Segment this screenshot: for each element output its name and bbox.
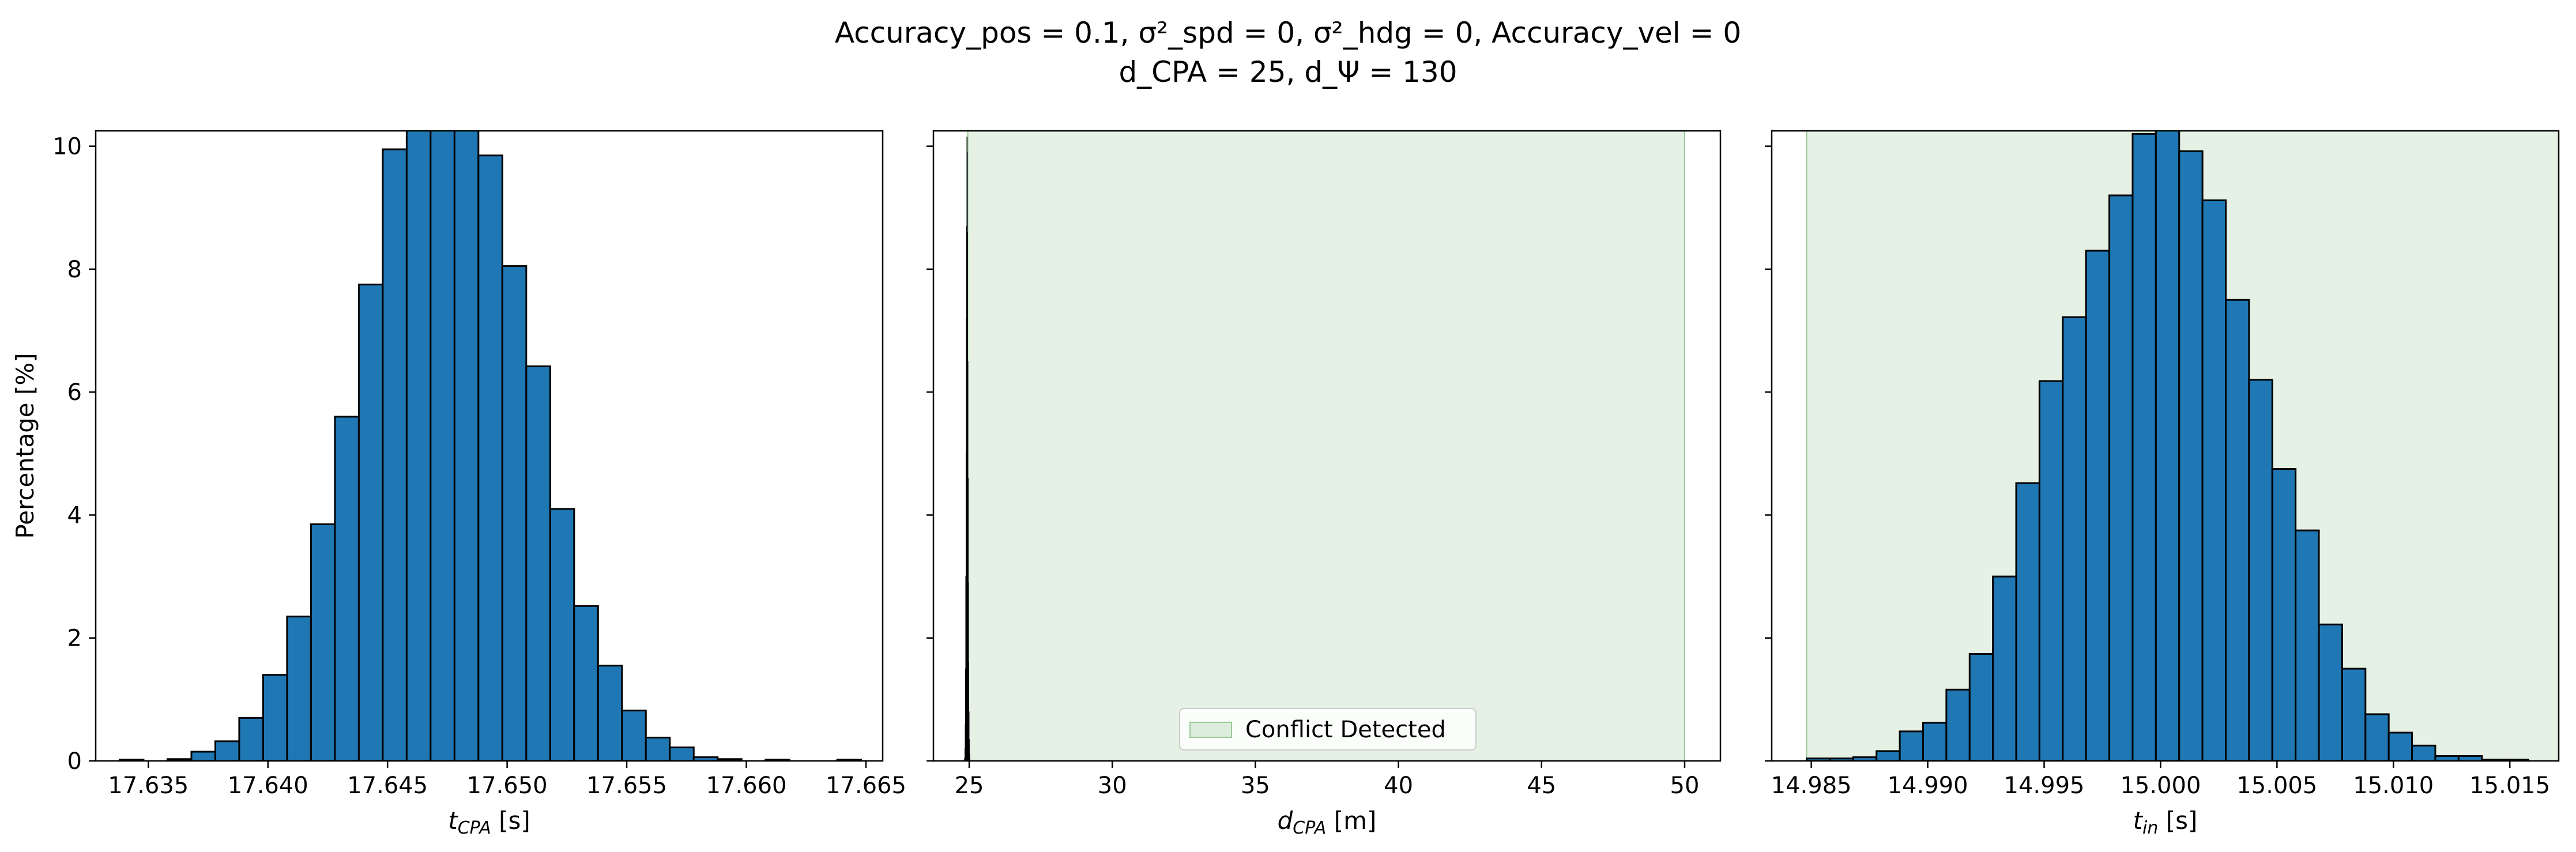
histogram-bar: [1899, 730, 1925, 761]
histogram-bar: [2131, 133, 2157, 761]
histogram-bar: [2108, 194, 2134, 761]
histogram-bar: [525, 365, 551, 761]
histogram-bar: [1968, 653, 1994, 761]
histogram-bar: [621, 710, 647, 761]
legend-label: Conflict Detected: [1245, 717, 1446, 743]
histogram-bar: [2295, 529, 2320, 761]
histogram-bar: [717, 758, 743, 761]
x-tick-label: 17.655: [586, 772, 667, 799]
histogram-bar: [2038, 380, 2064, 761]
histogram-bar: [262, 674, 288, 761]
y-tick-label: 2: [67, 625, 82, 652]
histogram-bar: [238, 717, 264, 761]
x-tick-label: 15.005: [2236, 772, 2317, 799]
histogram-bar: [334, 416, 360, 761]
histogram-bar: [286, 615, 312, 761]
histogram-bar: [2341, 668, 2367, 761]
axes-frame: [95, 130, 884, 762]
x-tick-label: 17.645: [347, 772, 428, 799]
x-tick-label: 17.635: [108, 772, 189, 799]
histogram-bar: [2062, 316, 2087, 761]
x-tick-label: 35: [1241, 772, 1270, 799]
x-tick-label: 14.990: [1888, 772, 1968, 799]
plot-area: [964, 131, 1685, 761]
histogram-bar: [190, 751, 216, 761]
legend: Conflict Detected: [1179, 708, 1477, 751]
x-axis-label: dCPA [m]: [1278, 806, 1377, 838]
histogram-bar: [1992, 575, 2017, 761]
histogram-bar: [2318, 623, 2343, 761]
x-axis-label: tCPA [s]: [448, 806, 530, 838]
x-tick-label: 15.015: [2469, 772, 2550, 799]
histogram-bar: [2178, 150, 2204, 761]
histogram-bar: [573, 605, 599, 761]
legend-box: [1179, 708, 1477, 751]
x-axis-label: tin [s]: [2133, 806, 2198, 838]
figure-title-line-1: Accuracy_pos = 0.1, σ²_spd = 0, σ²_hdg =…: [835, 16, 1741, 50]
subplot-1: 17.635 17.640 17.645 17.650 17.655 17.660 17.6…: [11, 130, 906, 838]
y-axis-label: Percentage [%]: [11, 353, 39, 538]
histogram-bar: [597, 665, 623, 761]
histogram-bar: [1922, 722, 1948, 761]
histogram-bar: [2434, 755, 2460, 761]
histogram-bar: [2457, 755, 2483, 761]
histogram-bar: [430, 131, 455, 761]
histogram-bar: [2364, 713, 2390, 761]
histogram-bar: [2225, 299, 2250, 761]
x-tick-label: 14.985: [1771, 772, 1852, 799]
histogram-bar: [1875, 750, 1901, 761]
x-tick-label: 45: [1527, 772, 1556, 799]
histogram-bar: [2387, 732, 2413, 761]
histogram-bar: [2271, 468, 2297, 761]
x-tick-label: 25: [955, 772, 984, 799]
plot-area: [118, 131, 863, 761]
y-tick-label: 0: [67, 748, 82, 775]
y-tick-label: 4: [67, 502, 82, 529]
histogram-bar: [357, 284, 384, 761]
y-tick-label: 10: [52, 134, 82, 160]
axes-frame: [932, 130, 1722, 762]
histogram-bar: [477, 154, 503, 761]
conflict-region: [967, 131, 1685, 761]
histogram-bar: [1945, 688, 1971, 761]
histogram-bar: [549, 508, 575, 761]
histogram-bar: [2201, 199, 2227, 761]
histogram-bar: [2015, 482, 2040, 761]
plot-area: [1806, 131, 2559, 761]
histogram-bar: [453, 131, 480, 761]
histogram-bar: [382, 148, 408, 761]
x-tick-label: 17.650: [467, 772, 548, 799]
x-tick-label: 50: [1670, 772, 1700, 799]
x-tick-label: 15.000: [2120, 772, 2201, 799]
x-tick-label: 40: [1384, 772, 1413, 799]
histogram-bar: [969, 739, 970, 761]
histogram-bar: [214, 740, 240, 761]
histogram-bar: [2411, 744, 2436, 761]
histogram-bar: [2248, 379, 2273, 761]
x-tick-label: 14.995: [2004, 772, 2085, 799]
subplot-3: 14.985 14.990 14.995 15.000 15.005 15.010 15.0…: [1765, 130, 2560, 838]
histogram-bar: [310, 523, 336, 761]
y-tick-label: 8: [67, 257, 82, 283]
subplot-2: 25 30 35 40 45 50 dCPA [m] Conflict Detected: [927, 130, 1722, 838]
subplots: 17.635 17.640 17.645 17.650 17.655 17.660 17.6…: [11, 130, 2560, 838]
histogram-bar: [405, 131, 432, 761]
histogram-bar: [2085, 250, 2111, 761]
histogram-bar: [2155, 131, 2180, 761]
histogram-bar: [669, 747, 695, 761]
y-tick-label: 6: [67, 379, 82, 406]
histogram-bar: [645, 736, 671, 761]
x-tick-label: 17.660: [706, 772, 787, 799]
figure-title-line-2: d_CPA = 25, d_Ψ = 130: [1118, 55, 1457, 89]
x-tick-label: 17.640: [228, 772, 308, 799]
x-tick-label: 17.665: [826, 772, 906, 799]
histogram-bar: [501, 265, 528, 761]
legend-swatch: [1189, 722, 1232, 738]
x-tick-label: 15.010: [2353, 772, 2434, 799]
x-tick-label: 30: [1098, 772, 1127, 799]
axes-frame: [1771, 130, 2560, 762]
